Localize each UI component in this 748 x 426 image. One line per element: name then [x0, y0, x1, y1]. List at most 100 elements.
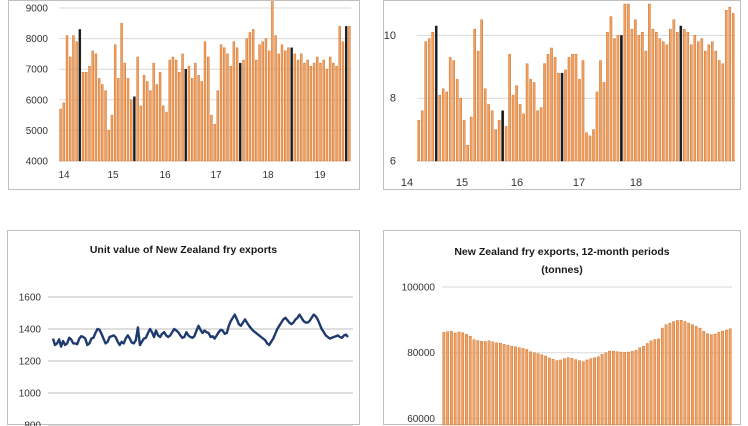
bar [252, 29, 254, 161]
y-tick-label: 6 [390, 156, 396, 168]
bar [477, 341, 479, 425]
bar [450, 331, 452, 425]
bar [593, 358, 595, 425]
x-tick-label: 15 [456, 177, 468, 189]
y-tick-label: 7000 [26, 65, 49, 76]
bar [589, 136, 591, 161]
bar [72, 36, 74, 161]
bar [149, 91, 151, 161]
bar [526, 349, 528, 425]
bar [165, 112, 167, 161]
bar [715, 51, 717, 161]
bar [672, 322, 674, 426]
bar [310, 66, 312, 161]
bar [673, 20, 675, 161]
y-tick-label: 1400 [19, 325, 42, 336]
y-tick-label: 60000 [407, 414, 435, 425]
bar [339, 26, 341, 161]
bar [605, 353, 607, 425]
bar [665, 325, 667, 425]
bar [522, 114, 524, 161]
bar [548, 358, 550, 425]
bar [601, 354, 603, 425]
bar [659, 39, 661, 161]
bar [178, 72, 180, 161]
bar [463, 120, 465, 161]
y-tick-label: 1200 [19, 357, 42, 368]
bar [204, 42, 206, 161]
bar [606, 32, 608, 161]
bar [108, 130, 110, 161]
bar [710, 335, 712, 425]
bar [725, 330, 727, 425]
bar [477, 51, 479, 161]
bar [480, 341, 482, 425]
bar [474, 29, 476, 161]
bar [326, 69, 328, 161]
bar [518, 348, 520, 425]
bar [443, 332, 445, 425]
y-tick-label: 1000 [19, 389, 42, 400]
bar [536, 111, 538, 161]
bar [194, 63, 196, 161]
bar [146, 81, 148, 161]
bar [428, 39, 430, 161]
bar [691, 325, 693, 425]
bar [655, 32, 657, 161]
y-tick-label: 1600 [19, 293, 42, 304]
bar [460, 98, 462, 161]
bar [505, 126, 507, 161]
bar [188, 66, 190, 161]
x-tick-label: 19 [314, 170, 326, 181]
bar [666, 45, 668, 161]
bar [554, 57, 556, 161]
bar [469, 336, 471, 425]
bar [495, 130, 497, 161]
bar [718, 61, 720, 161]
bar [512, 95, 514, 161]
bar [516, 86, 518, 161]
bar [718, 332, 720, 425]
bar [552, 359, 554, 425]
bar [259, 45, 261, 161]
bar [564, 70, 566, 161]
bar [596, 92, 598, 161]
bar [635, 350, 637, 425]
bar [729, 7, 731, 161]
bar [612, 351, 614, 425]
bar [484, 89, 486, 161]
bar [246, 39, 248, 161]
y-tick-label: 80000 [407, 348, 435, 359]
bar [703, 331, 705, 425]
x-tick-label: 18 [262, 170, 274, 181]
bar [207, 57, 209, 161]
bar [701, 39, 703, 161]
bar [82, 72, 84, 161]
bar [582, 362, 584, 425]
bar [121, 23, 123, 161]
bar [458, 332, 460, 425]
bar [449, 57, 451, 161]
bar [492, 342, 494, 425]
bar [300, 54, 302, 161]
bar [95, 54, 97, 161]
bar [638, 35, 640, 161]
bar [669, 323, 671, 425]
bar [725, 10, 727, 161]
bar [291, 48, 293, 161]
bar [680, 26, 682, 161]
bar [156, 85, 158, 162]
bar [699, 328, 701, 425]
bar [133, 97, 135, 161]
bar [592, 130, 594, 161]
bar [191, 78, 193, 161]
bar [473, 340, 475, 425]
bar [491, 111, 493, 161]
bar [223, 48, 225, 161]
bar [268, 51, 270, 161]
bar [575, 54, 577, 161]
bar [233, 42, 235, 161]
bar [669, 29, 671, 161]
